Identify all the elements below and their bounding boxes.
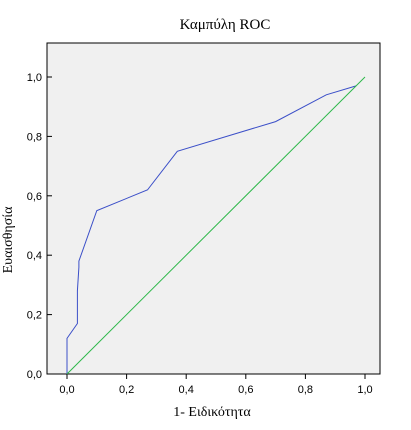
- x-tick-label: 0,6: [238, 384, 253, 396]
- x-tick-label: 0,0: [59, 384, 74, 396]
- x-tick-label: 0,2: [119, 384, 134, 396]
- x-axis-label: 1- Ειδικότητα: [173, 405, 251, 420]
- x-axis: 0,0 0,2 0,4 0,6 0,8 1,0: [59, 374, 373, 396]
- y-axis-label: Ευαισθησία: [1, 206, 16, 273]
- x-tick-label: 0,4: [179, 384, 194, 396]
- series-layer: [66, 76, 366, 375]
- x-tick-label: 0,8: [298, 384, 313, 396]
- y-axis: 0,0 0,2 0,4 0,6 0,8 1,0: [27, 72, 52, 381]
- y-tick-label: 0,6: [27, 191, 42, 203]
- y-tick-label: 1,0: [27, 72, 42, 84]
- y-tick-label: 0,0: [27, 369, 42, 381]
- reference-diagonal-line: [66, 76, 366, 375]
- y-tick-label: 0,8: [27, 131, 42, 143]
- y-tick-label: 0,2: [27, 310, 42, 322]
- x-tick-label: 1,0: [357, 384, 372, 396]
- plot-area: [46, 42, 381, 375]
- chart-title: Καμπύλη ROC: [180, 17, 271, 33]
- roc-curve-line: [66, 85, 357, 374]
- y-tick-label: 0,4: [27, 250, 42, 262]
